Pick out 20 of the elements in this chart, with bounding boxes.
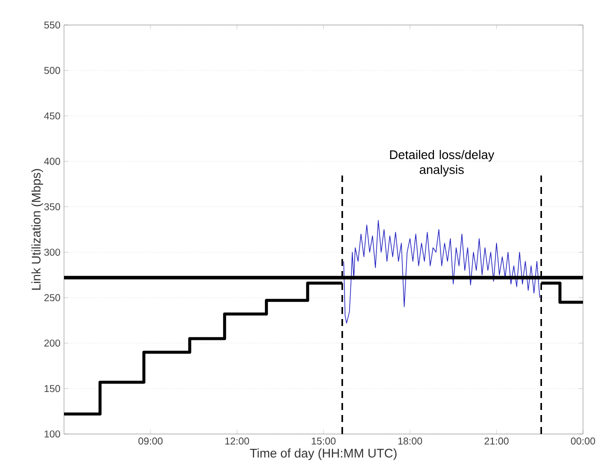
x-tick-label: 09:00: [138, 438, 163, 445]
y-tick-label: 500: [44, 66, 60, 74]
x-tick-label: 00:00: [570, 438, 596, 445]
y-tick-label: 550: [44, 21, 60, 29]
y-tick-label: 300: [44, 248, 60, 256]
y-tick-label: 400: [44, 158, 60, 165]
y-tick-label: 100: [44, 430, 60, 438]
x-tick-label: 18:00: [398, 438, 422, 445]
y-tick-label: 250: [44, 294, 60, 302]
x-axis-title: Time of day (HH:MM UTC): [250, 448, 397, 460]
y-axis-title: Link Utilization (Mbps): [31, 169, 44, 290]
y-tick-label: 450: [44, 112, 60, 120]
x-tick-label: 21:00: [484, 438, 509, 445]
y-tick-label: 350: [44, 203, 60, 210]
annotation: Detailed loss/delay analysis: [390, 150, 494, 177]
y-tick-label: 200: [44, 340, 60, 347]
y-tick-label: 150: [44, 385, 60, 392]
line-series: [343, 220, 540, 324]
x-tick-label: 15:00: [312, 438, 336, 445]
x-tick-label: 12:00: [225, 438, 250, 445]
